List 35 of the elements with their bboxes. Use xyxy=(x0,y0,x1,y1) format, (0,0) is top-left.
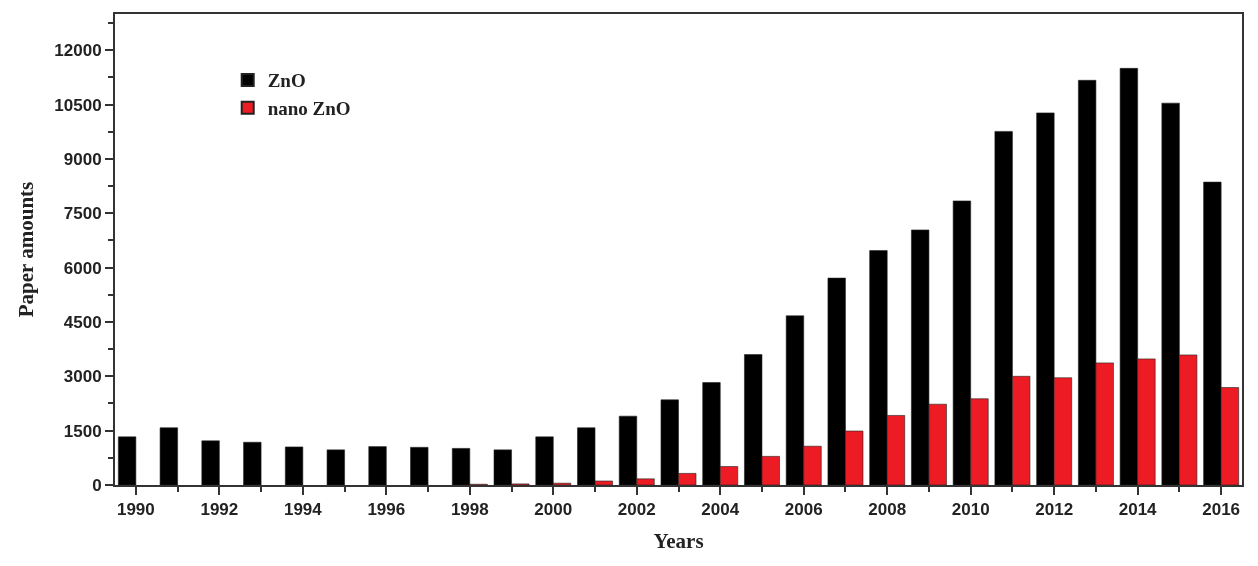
x-tick-label: 2014 xyxy=(1118,500,1158,520)
legend-label: nano ZnO xyxy=(267,98,351,120)
x-tick-label: 2002 xyxy=(617,500,656,520)
bar xyxy=(243,441,262,485)
x-axis-title: Years xyxy=(653,529,704,554)
bar xyxy=(285,446,304,485)
y-axis-title: Paper amounts xyxy=(13,181,38,318)
bar xyxy=(118,436,137,485)
y-tick-label: 3000 xyxy=(63,367,102,387)
legend-label: ZnO xyxy=(267,70,306,92)
x-tick-label: 2010 xyxy=(951,500,990,520)
x-tick-label: 1996 xyxy=(367,500,406,520)
x-tick-label: 2000 xyxy=(534,500,573,520)
y-tick-label: 10500 xyxy=(54,95,102,115)
x-tick-label: 2008 xyxy=(868,500,907,520)
y-tick-label: 12000 xyxy=(54,41,102,61)
bar xyxy=(368,446,387,485)
y-tick-label: 0 xyxy=(92,475,102,495)
x-tick-label: 1998 xyxy=(450,500,489,520)
x-tick-label: 1992 xyxy=(200,500,239,520)
x-tick-label: 2004 xyxy=(701,500,740,520)
y-tick-label: 7500 xyxy=(63,204,102,224)
y-tick-label: 6000 xyxy=(63,258,102,278)
x-tick-label: 2016 xyxy=(1202,500,1241,520)
bar xyxy=(201,440,220,485)
x-tick-label: 2006 xyxy=(784,500,823,520)
y-tick-label: 9000 xyxy=(63,149,102,169)
x-tick-label: 2012 xyxy=(1035,500,1074,520)
x-tick-label: 1990 xyxy=(116,500,155,520)
bar xyxy=(159,427,178,485)
bar xyxy=(410,447,429,485)
y-tick-label: 4500 xyxy=(63,312,102,332)
x-tick-label: 1994 xyxy=(283,500,323,520)
y-tick-label: 1500 xyxy=(63,421,102,441)
bar xyxy=(326,449,345,485)
